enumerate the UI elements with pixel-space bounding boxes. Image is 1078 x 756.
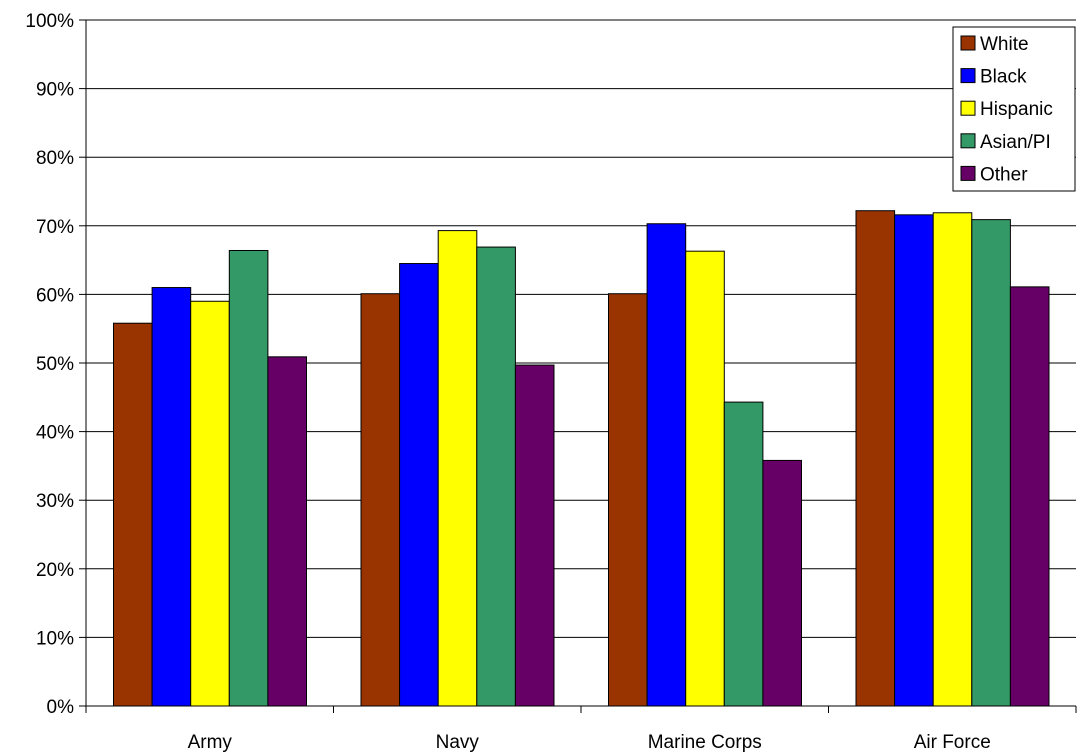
- legend-swatch: [960, 133, 976, 149]
- y-tick-label: 100%: [25, 11, 74, 32]
- y-tick-label: 70%: [36, 217, 74, 238]
- y-tick-label: 90%: [36, 80, 74, 101]
- bar-black-army: [151, 287, 192, 707]
- legend-label: White: [980, 34, 1029, 55]
- bar-black-air-force: [894, 214, 934, 707]
- bar-black-navy: [399, 263, 439, 707]
- axes: [85, 20, 1077, 713]
- bar-white-navy: [360, 293, 401, 707]
- legend-label: Asian/PI: [980, 132, 1051, 153]
- y-tick-label: 40%: [36, 423, 74, 444]
- x-category-label: Marine Corps: [648, 732, 762, 753]
- legend-label: Other: [980, 164, 1028, 185]
- y-tick-label: 60%: [36, 285, 74, 306]
- legend: White Black Hispanic Asian/PI Other: [952, 26, 1076, 192]
- bar-other-navy: [514, 364, 555, 707]
- x-axis-category-labels: Army Navy Marine Corps Air Force: [188, 732, 991, 753]
- y-tick-label: 50%: [36, 354, 74, 375]
- legend-label: Black: [980, 67, 1027, 88]
- y-tick-label: 20%: [36, 560, 74, 581]
- x-category-label: Air Force: [914, 732, 991, 753]
- bar-hispanic-army: [190, 300, 230, 707]
- legend-label: Hispanic: [980, 99, 1053, 120]
- bars: [113, 210, 1050, 707]
- bar-hispanic-air-force: [932, 212, 973, 707]
- bar-white-air-force: [855, 210, 896, 707]
- x-category-label: Navy: [436, 732, 480, 753]
- bar-hispanic-marine-corps: [685, 250, 725, 707]
- bar-other-army: [267, 356, 307, 707]
- bar-black-marine-corps: [646, 223, 687, 707]
- legend-swatch: [960, 100, 976, 116]
- bar-asian-pi-army: [228, 249, 269, 707]
- bar-other-air-force: [1009, 286, 1050, 707]
- y-tick-label: 80%: [36, 148, 74, 169]
- bar-asian-pi-marine-corps: [723, 401, 764, 707]
- legend-swatch: [960, 68, 976, 84]
- bar-asian-pi-navy: [476, 246, 516, 707]
- x-category-label: Army: [188, 732, 233, 753]
- bar-white-marine-corps: [608, 293, 648, 707]
- y-tick-label: 30%: [36, 491, 74, 512]
- y-tick-label: 0%: [47, 697, 75, 718]
- bar-hispanic-navy: [437, 230, 478, 707]
- bar-asian-pi-air-force: [971, 219, 1011, 707]
- y-axis-tick-labels: 0% 10% 20% 30% 40% 50% 60% 70% 80% 90% 100%: [25, 11, 74, 718]
- bar-other-marine-corps: [762, 459, 803, 707]
- y-tick-label: 10%: [36, 628, 74, 649]
- legend-swatch: [960, 165, 976, 181]
- bar-white-army: [113, 322, 153, 707]
- legend-swatch: [960, 35, 976, 51]
